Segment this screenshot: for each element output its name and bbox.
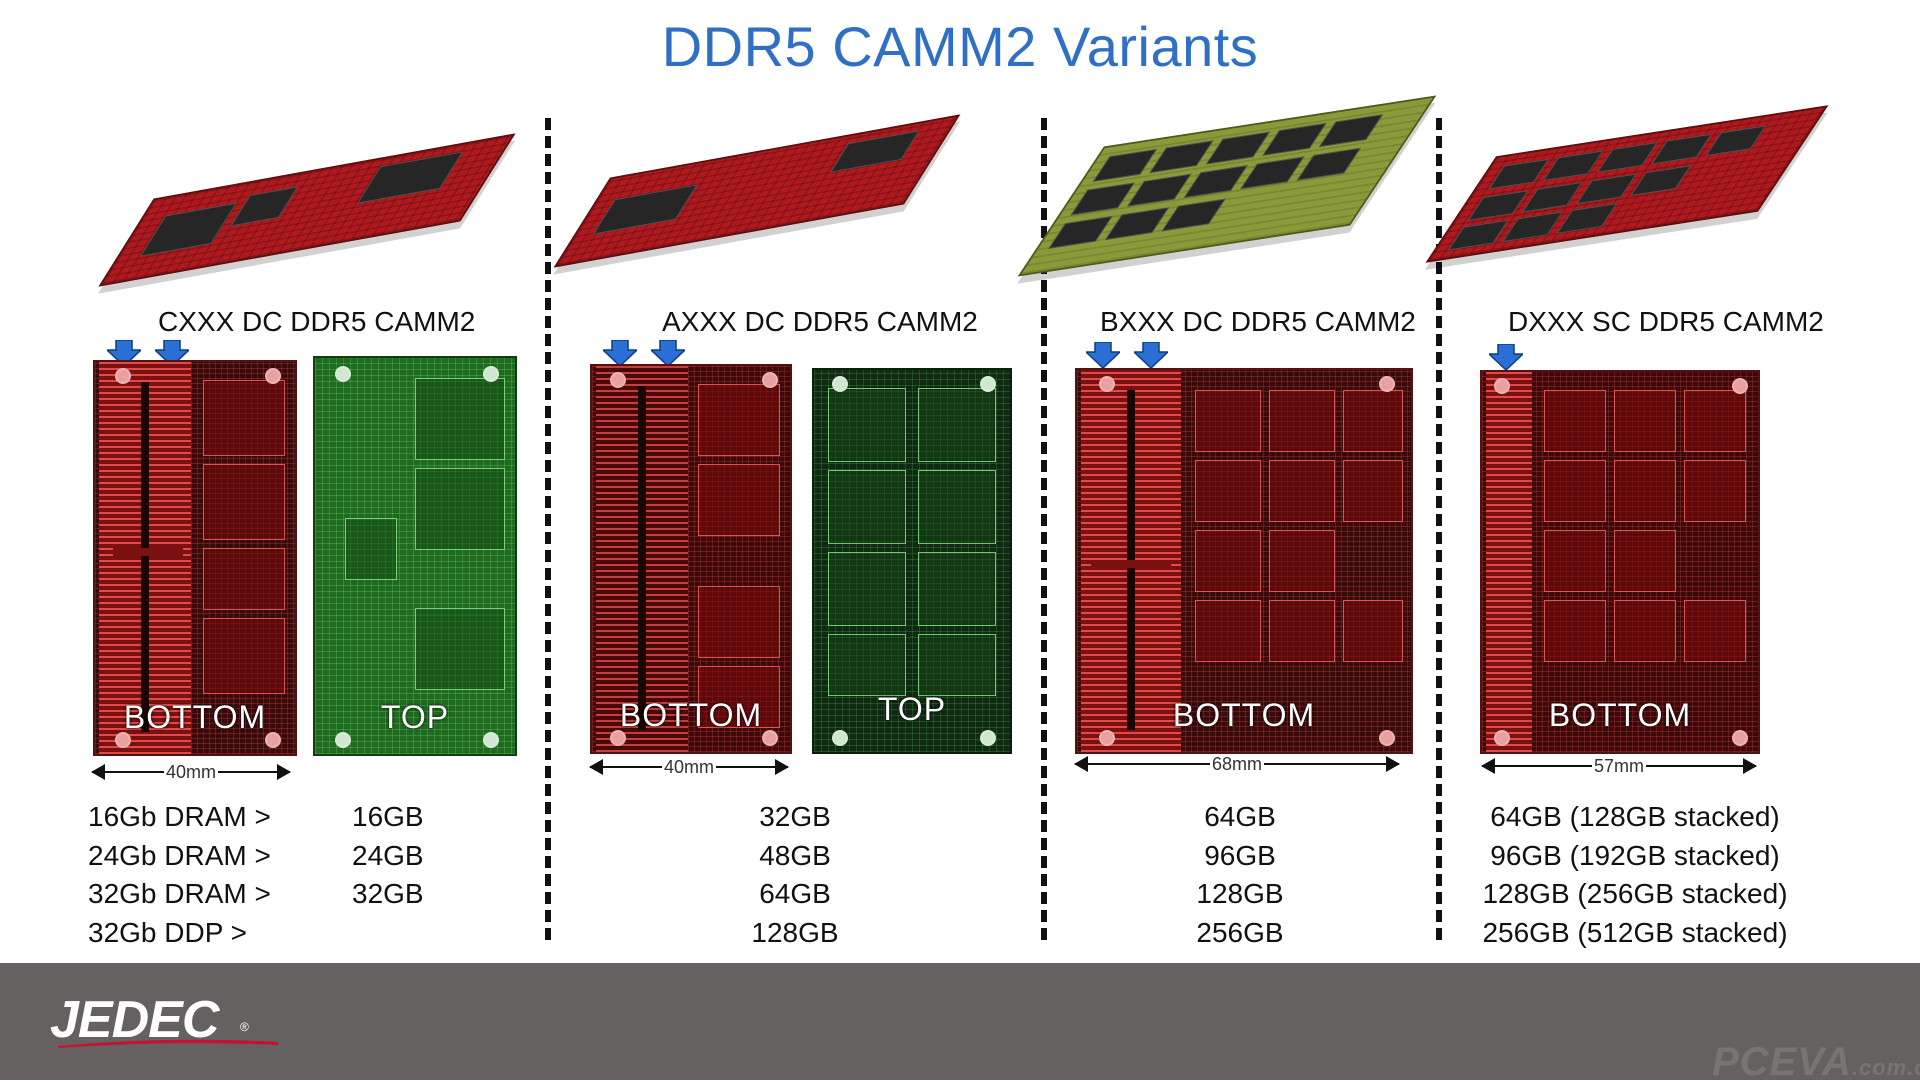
panel-label-top: TOP bbox=[380, 699, 450, 735]
variant-divider bbox=[545, 118, 551, 940]
bxxx-capacity-list: 64GB 96GB 128GB 256GB bbox=[1145, 798, 1335, 952]
cxxx-3d-render bbox=[98, 133, 516, 287]
capacity-item: 96GB bbox=[1204, 839, 1276, 871]
arrow-down-icon bbox=[1134, 342, 1168, 368]
arrow-down-icon bbox=[107, 340, 141, 366]
capacity-item: 256GB bbox=[1196, 916, 1284, 948]
axxx-bottom-layout: BOTTOM bbox=[590, 364, 792, 754]
dram-type-item: 24Gb DRAM > bbox=[88, 839, 271, 871]
variant-label-axxx: AXXX DC DDR5 CAMM2 bbox=[662, 306, 978, 337]
panel-label-bottom: BOTTOM bbox=[1172, 697, 1316, 733]
capacity-item: 64GB (128GB stacked) bbox=[1490, 801, 1780, 832]
panel-label-bottom: BOTTOM bbox=[123, 699, 267, 735]
dram-type-item: 16Gb DRAM > bbox=[88, 801, 271, 832]
arrow-down-icon bbox=[651, 340, 685, 366]
axxx-capacity-list: 32GB 48GB 64GB 128GB bbox=[700, 798, 890, 952]
capacity-item: 48GB bbox=[759, 839, 831, 871]
variant-label-cxxx: CXXX DC DDR5 CAMM2 bbox=[158, 306, 476, 337]
dxxx-bottom-layout: BOTTOM bbox=[1480, 370, 1760, 754]
capacity-item: 16GB bbox=[352, 801, 424, 832]
arrow-down-icon bbox=[155, 340, 189, 366]
axxx-3d-render bbox=[553, 114, 961, 268]
dram-type-list: 16Gb DRAM > 24Gb DRAM > 32Gb DRAM > 32Gb… bbox=[88, 798, 271, 952]
capacity-item: 64GB bbox=[759, 878, 831, 909]
dimension-axxx: 40mm bbox=[589, 755, 789, 779]
variant-divider bbox=[1041, 118, 1047, 940]
footer-bar bbox=[0, 963, 1920, 1080]
arrow-down-icon bbox=[1489, 344, 1523, 370]
capacity-item: 24GB bbox=[352, 839, 424, 871]
page-title: DDR5 CAMM2 Variants bbox=[661, 15, 1259, 78]
dimension-dxxx: 57mm bbox=[1481, 754, 1757, 778]
capacity-item: 128GB bbox=[751, 916, 839, 948]
dimension-label: 40mm bbox=[661, 757, 716, 777]
dimension-label: 40mm bbox=[163, 762, 218, 782]
capacity-item: 128GB (256GB stacked) bbox=[1482, 878, 1788, 909]
dxxx-capacity-list: 64GB (128GB stacked) 96GB (192GB stacked… bbox=[1460, 798, 1810, 952]
arrow-down-icon bbox=[1086, 342, 1120, 368]
variant-divider bbox=[1436, 118, 1442, 940]
panel-label-top: TOP bbox=[877, 691, 947, 727]
capacity-item: 128GB bbox=[1196, 878, 1284, 909]
bxxx-3d-render bbox=[1017, 95, 1437, 277]
capacity-item: 32GB bbox=[352, 878, 424, 909]
dimension-cxxx: 40mm bbox=[91, 760, 291, 784]
panel-label-bottom: BOTTOM bbox=[619, 697, 763, 733]
logo-swoosh-icon bbox=[58, 1039, 278, 1048]
capacity-item: 256GB (512GB stacked) bbox=[1482, 916, 1788, 948]
panel-label-bottom: BOTTOM bbox=[1548, 697, 1692, 733]
dimension-label: 68mm bbox=[1209, 754, 1264, 774]
capacity-item: 32GB bbox=[759, 801, 831, 832]
dram-type-item: 32Gb DDP > bbox=[88, 916, 248, 948]
cxxx-bottom-layout: BOTTOM bbox=[93, 360, 297, 756]
jedec-logo: JEDEC bbox=[50, 991, 219, 1049]
dimension-label: 57mm bbox=[1591, 756, 1646, 776]
watermark: PCEVA.com.cn bbox=[1712, 1040, 1920, 1084]
registered-mark: ® bbox=[240, 1020, 249, 1034]
cxxx-capacity-list: 16GB 24GB 32GB bbox=[352, 798, 424, 914]
capacity-item: 96GB (192GB stacked) bbox=[1490, 839, 1780, 871]
axxx-top-layout: TOP bbox=[812, 368, 1012, 754]
bxxx-bottom-layout: BOTTOM bbox=[1075, 368, 1413, 754]
capacity-item: 64GB bbox=[1204, 801, 1276, 832]
variant-label-dxxx: DXXX SC DDR5 CAMM2 bbox=[1508, 306, 1824, 337]
dxxx-3d-render bbox=[1425, 105, 1829, 263]
cxxx-top-layout: TOP bbox=[313, 356, 517, 756]
dram-type-item: 32Gb DRAM > bbox=[88, 878, 271, 909]
variant-label-bxxx: BXXX DC DDR5 CAMM2 bbox=[1100, 306, 1416, 337]
arrow-down-icon bbox=[603, 340, 637, 366]
dimension-bxxx: 68mm bbox=[1074, 752, 1400, 776]
